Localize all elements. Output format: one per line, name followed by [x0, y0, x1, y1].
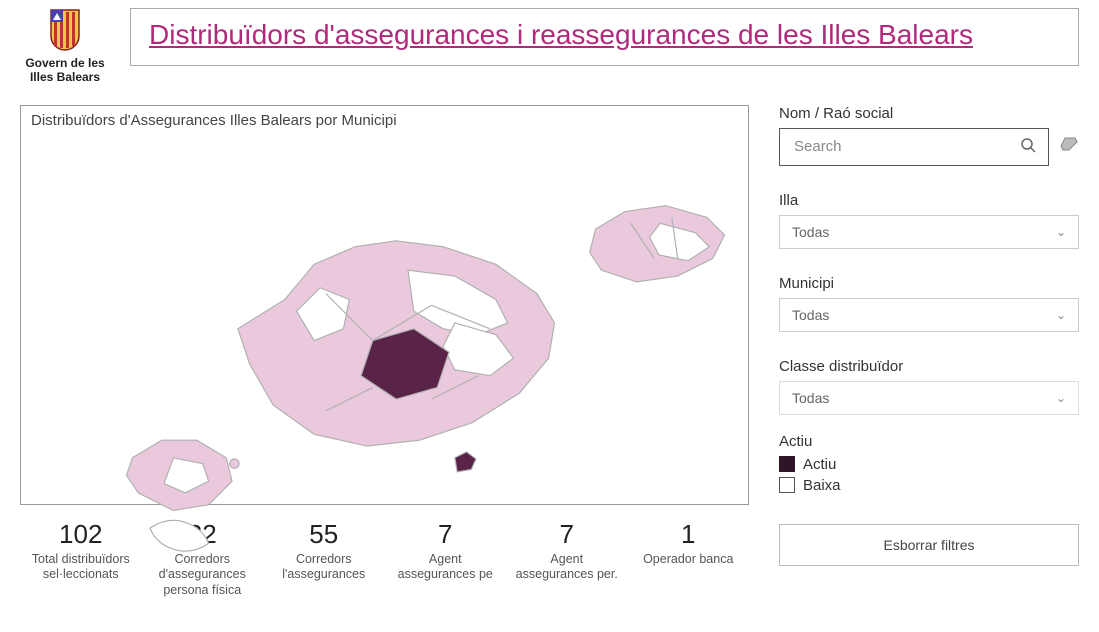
- page-title-link[interactable]: Distribuïdors d'assegurances i reassegur…: [149, 19, 973, 50]
- classe-select[interactable]: Todas ⌄: [779, 381, 1079, 415]
- chevron-down-icon: ⌄: [1056, 391, 1066, 405]
- choropleth-map[interactable]: [21, 106, 748, 575]
- map-panel: Distribuïdors d'Assegurances Illes Balea…: [20, 105, 749, 505]
- filters-panel: Nom / Raó social Illa Todas ⌄: [779, 105, 1079, 566]
- actiu-option-baixa[interactable]: Baixa: [779, 477, 1079, 494]
- baixa-option-label: Baixa: [803, 477, 841, 494]
- illa-select[interactable]: Todas ⌄: [779, 215, 1079, 249]
- search-icon[interactable]: [1020, 137, 1036, 157]
- eraser-icon[interactable]: [1059, 136, 1079, 157]
- classe-label: Classe distribuïdor: [779, 358, 1079, 375]
- illa-label: Illa: [779, 192, 1079, 209]
- chevron-down-icon: ⌄: [1056, 225, 1066, 239]
- municipi-value: Todas: [792, 307, 829, 323]
- search-label: Nom / Raó social: [779, 105, 1079, 122]
- gov-logo-block: Govern de les Illes Balears: [20, 8, 110, 85]
- actiu-option-actiu[interactable]: Actiu: [779, 456, 1079, 473]
- illa-value: Todas: [792, 224, 829, 240]
- checkbox-checked-icon[interactable]: [779, 456, 795, 472]
- checkbox-unchecked-icon[interactable]: [779, 477, 795, 493]
- municipi-label: Municipi: [779, 275, 1079, 292]
- coat-of-arms-icon: [47, 8, 83, 52]
- actiu-option-label: Actiu: [803, 456, 836, 473]
- search-input[interactable]: [792, 137, 1020, 156]
- brand-line2: Illes Balears: [20, 70, 110, 84]
- chevron-down-icon: ⌄: [1056, 308, 1066, 322]
- classe-value: Todas: [792, 390, 829, 406]
- clear-filters-button[interactable]: Esborrar filtres: [779, 524, 1079, 566]
- search-box[interactable]: [779, 128, 1049, 166]
- title-container: Distribuïdors d'assegurances i reassegur…: [130, 8, 1079, 66]
- actiu-label: Actiu: [779, 433, 1079, 450]
- brand-line1: Govern de les: [20, 56, 110, 70]
- municipi-select[interactable]: Todas ⌄: [779, 298, 1079, 332]
